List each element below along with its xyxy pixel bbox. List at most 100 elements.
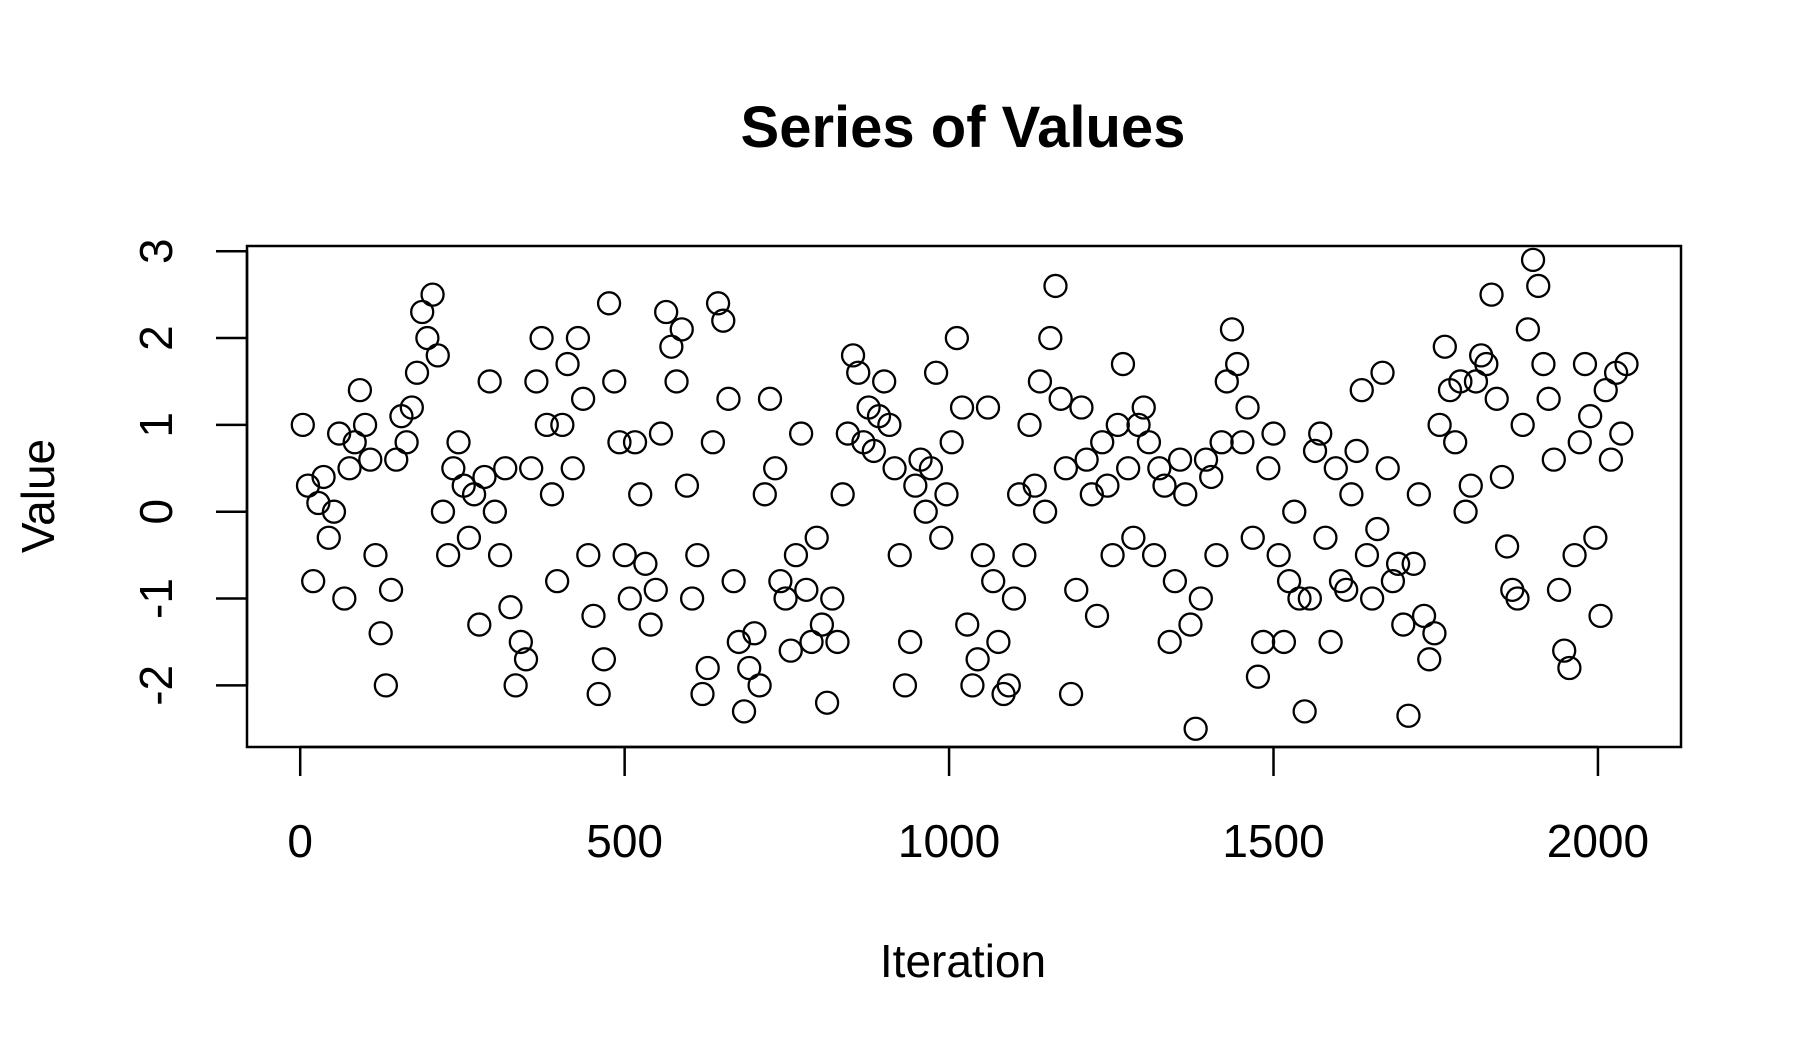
- data-point: [394, 430, 419, 455]
- data-point: [804, 525, 829, 550]
- data-point: [1302, 438, 1328, 464]
- data-point: [337, 456, 362, 481]
- data-point: [295, 473, 321, 498]
- data-point: [633, 551, 658, 576]
- data-point: [711, 308, 736, 333]
- data-point: [981, 569, 1006, 594]
- data-point: [752, 482, 777, 507]
- data-point: [840, 343, 866, 368]
- data-point: [1095, 473, 1120, 498]
- data-point: [622, 430, 648, 455]
- data-point: [1147, 456, 1172, 481]
- data-point: [1609, 421, 1634, 446]
- data-point: [1344, 438, 1369, 464]
- data-point: [487, 542, 513, 568]
- data-point: [1225, 351, 1250, 377]
- y-tick-label: 0: [130, 499, 182, 525]
- data-point: [1110, 351, 1136, 377]
- data-point: [591, 647, 617, 672]
- data-point: [1588, 603, 1613, 629]
- data-point: [1250, 629, 1276, 655]
- y-tick-label: 2: [130, 325, 182, 351]
- data-point: [1536, 386, 1561, 411]
- data-point: [830, 482, 855, 507]
- data-point: [996, 673, 1021, 698]
- data-point: [1432, 334, 1457, 359]
- data-point: [903, 473, 928, 498]
- data-point: [508, 629, 533, 655]
- data-point: [352, 412, 378, 438]
- data-point: [783, 542, 809, 568]
- data-point: [1043, 273, 1068, 299]
- data-point: [513, 647, 539, 672]
- data-point: [607, 430, 632, 455]
- data-point: [814, 690, 840, 715]
- data-point: [1458, 473, 1483, 498]
- data-point: [467, 612, 492, 637]
- data-point: [674, 473, 700, 498]
- data-point: [430, 499, 456, 524]
- data-point: [700, 430, 726, 455]
- x-tick-label: 500: [586, 815, 663, 867]
- data-point: [1032, 499, 1058, 524]
- data-point: [1448, 369, 1473, 394]
- data-point: [1557, 655, 1582, 681]
- data-point: [1354, 542, 1380, 568]
- data-point: [342, 430, 367, 455]
- data-point: [1007, 482, 1032, 507]
- data-point: [1245, 664, 1271, 689]
- data-point: [960, 673, 985, 698]
- data-point: [1593, 377, 1618, 403]
- data-point: [778, 638, 803, 663]
- data-point: [934, 482, 959, 507]
- data-point: [555, 351, 580, 377]
- data-point: [1209, 430, 1234, 455]
- x-axis-label: Iteration: [880, 935, 1046, 987]
- data-point: [1526, 273, 1551, 299]
- data-point: [581, 603, 606, 629]
- data-point: [1494, 534, 1520, 559]
- data-point: [820, 586, 845, 611]
- data-point: [425, 343, 450, 368]
- data-point: [1339, 482, 1364, 507]
- data-point: [1282, 499, 1307, 524]
- data-point: [1318, 629, 1343, 655]
- data-point: [1489, 464, 1515, 490]
- data-point: [306, 490, 331, 516]
- data-point: [1188, 586, 1213, 611]
- data-point: [482, 499, 508, 524]
- data-point: [1038, 325, 1063, 351]
- data-point: [768, 569, 793, 594]
- data-point: [1271, 629, 1297, 655]
- data-point: [1012, 542, 1037, 568]
- data-point: [498, 595, 523, 620]
- data-point: [955, 612, 980, 637]
- data-point: [503, 673, 528, 698]
- data-point: [737, 655, 762, 681]
- data-point: [1365, 516, 1390, 542]
- data-point: [1053, 456, 1079, 481]
- data-point: [529, 325, 554, 351]
- data-point: [1105, 412, 1130, 438]
- data-point: [944, 325, 970, 351]
- y-axis-label: Value: [12, 439, 64, 553]
- data-point: [311, 464, 336, 490]
- data-point: [643, 577, 668, 602]
- x-tick-label: 2000: [1547, 815, 1649, 867]
- data-point: [731, 699, 757, 724]
- data-point: [493, 456, 518, 481]
- data-point: [913, 499, 938, 524]
- data-point: [316, 525, 341, 550]
- data-point: [612, 542, 637, 568]
- data-point: [882, 456, 907, 481]
- data-point: [1598, 447, 1624, 472]
- data-point: [420, 282, 445, 307]
- data-point: [846, 360, 871, 385]
- data-point: [1614, 351, 1639, 377]
- data-point: [404, 360, 430, 385]
- data-point: [1022, 473, 1047, 498]
- data-point: [1292, 699, 1317, 724]
- data-point: [1567, 430, 1592, 455]
- data-point: [461, 482, 487, 507]
- data-point: [1126, 412, 1151, 438]
